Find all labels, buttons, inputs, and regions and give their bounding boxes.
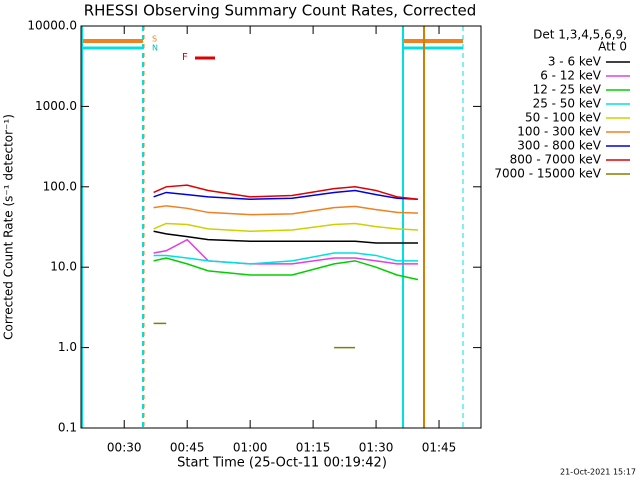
series-line [153,238,419,265]
x-tick-label: 01:15 [296,441,331,455]
y-tick-label: 1000.0 [35,99,77,113]
legend-label: 7000 - 15000 keV [494,167,601,181]
chart-title: RHESSI Observing Summary Count Rates, Co… [84,2,477,20]
legend-label: 12 - 25 keV [533,83,602,97]
x-tick-label: 00:45 [170,441,205,455]
legend-label: 6 - 12 keV [540,69,602,83]
series-line [153,222,419,232]
y-tick-label: 0.1 [58,421,77,435]
series-line [153,257,419,281]
annotation: F [182,52,188,63]
series-line [153,205,419,216]
annotation: N [152,44,158,53]
series-line [153,184,419,200]
x-axis-label: Start Time (25-Oct-11 00:19:42) [177,456,387,471]
legend-label: 100 - 300 keV [517,125,601,139]
legend-label: 3 - 6 keV [548,55,602,69]
x-tick-label: 01:45 [422,441,457,455]
x-tick-label: 01:00 [233,441,268,455]
y-tick-label: 10000.0 [27,19,77,33]
annotation: S [152,35,157,44]
series-line [153,252,419,265]
legend-label: 800 - 7000 keV [510,153,602,167]
legend-label: 25 - 50 keV [533,97,602,111]
flags [81,26,464,428]
series-line [153,230,419,244]
y-tick-label: 1.0 [58,340,77,354]
legend-label: 300 - 800 keV [517,139,601,153]
series-line [153,189,419,201]
legend-title: Det 1,3,4,5,6,9, [533,28,627,42]
y-tick-label: 100.0 [43,179,77,193]
footer: 21-Oct-2021 15:17 [560,468,636,477]
y-axis-label: Corrected Count Rate (s⁻¹ detector⁻¹) [2,114,16,340]
plot-frame [80,25,482,429]
x-tick-label: 01:30 [359,441,394,455]
x-tick-label: 00:30 [107,441,142,455]
legend-title: Att 0 [598,40,627,54]
legend-label: 50 - 100 keV [525,111,602,125]
y-tick-label: 10.0 [50,260,77,274]
